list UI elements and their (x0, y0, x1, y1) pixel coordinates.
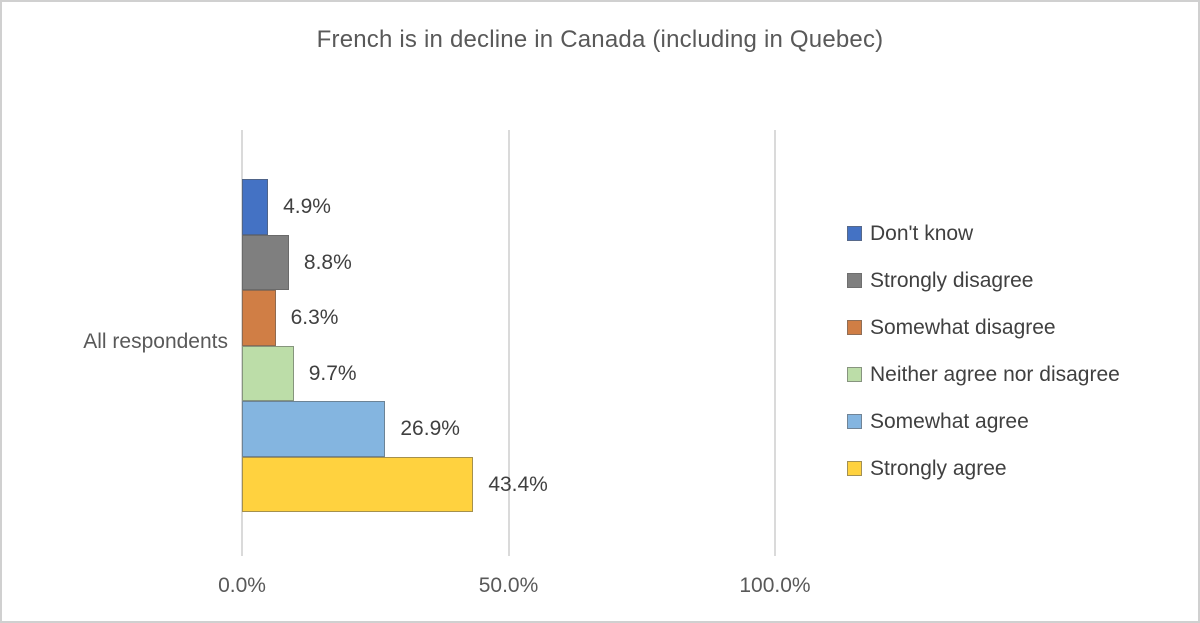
bar-value-label-neither-agree-nor-disagree: 9.7% (308, 361, 357, 385)
bar-somewhat-agree (242, 401, 386, 457)
chart-title: French is in decline in Canada (includin… (316, 26, 884, 53)
legend-label: Strongly disagree (870, 268, 1034, 292)
x-tick-0-0: 0.0% (218, 574, 266, 597)
legend-item-somewhat-agree: Somewhat agree (847, 398, 1120, 445)
legend-label: Strongly agree (870, 456, 1007, 480)
x-tick-50-0: 50.0% (478, 574, 539, 597)
legend-label: Don't know (870, 221, 974, 245)
bar-value-label-strongly-disagree: 8.8% (303, 250, 352, 274)
gridline-50-0 (507, 130, 510, 556)
bar-value-label-strongly-agree: 43.4% (488, 472, 548, 496)
legend-swatch-icon (847, 414, 862, 429)
bar-row-neither-agree-nor-disagree: 9.7% (242, 345, 775, 401)
bar-row-strongly-agree: 43.4% (242, 456, 775, 512)
bar-row-don-t-know: 4.9% (242, 179, 775, 235)
legend-swatch-icon (847, 273, 862, 288)
bar-strongly-disagree (242, 234, 289, 290)
legend: Don't know Strongly disagree Somewhat disa… (847, 210, 1120, 492)
bar-value-label-somewhat-disagree: 6.3% (290, 306, 339, 329)
legend-label: Somewhat disagree (870, 315, 1056, 339)
legend-item-neither-agree-nor-disagree: Neither agree nor disagree (847, 351, 1120, 398)
bar-row-somewhat-disagree: 6.3% (242, 290, 775, 346)
legend-item-don-t-know: Don't know (847, 210, 1120, 257)
bar-value-label-somewhat-agree: 26.9% (400, 417, 460, 440)
legend-item-strongly-disagree: Strongly disagree (847, 257, 1120, 304)
x-tick-100-0: 100.0% (739, 574, 811, 597)
legend-swatch-icon (847, 461, 862, 476)
bar-neither-agree-nor-disagree (242, 345, 294, 401)
bar-row-somewhat-agree: 26.9% (242, 401, 775, 457)
plot-area: 4.9% 8.8% 6.3% 9.7% 26.9% 43.4% (241, 130, 776, 556)
legend-label: Neither agree nor disagree (870, 362, 1120, 386)
bar-row-strongly-disagree: 8.8% (242, 234, 775, 290)
bar-don-t-know (242, 179, 269, 235)
bar-somewhat-disagree (242, 290, 276, 346)
bars: 4.9% 8.8% 6.3% 9.7% 26.9% 43.4% (242, 179, 775, 512)
legend-swatch-icon (847, 320, 862, 335)
legend-swatch-icon (847, 367, 862, 382)
bar-value-label-don-t-know: 4.9% (283, 195, 331, 218)
legend-item-strongly-agree: Strongly agree (847, 445, 1120, 492)
legend-item-somewhat-disagree: Somewhat disagree (847, 304, 1120, 351)
legend-swatch-icon (847, 226, 862, 241)
bar-strongly-agree (242, 456, 474, 512)
legend-label: Somewhat agree (870, 409, 1029, 433)
gridline-100-0 (774, 130, 776, 556)
x-axis-tick-labels: 0.0% 50.0% 100.0% (218, 574, 811, 604)
y-axis-category-label: All respondents (83, 330, 228, 353)
